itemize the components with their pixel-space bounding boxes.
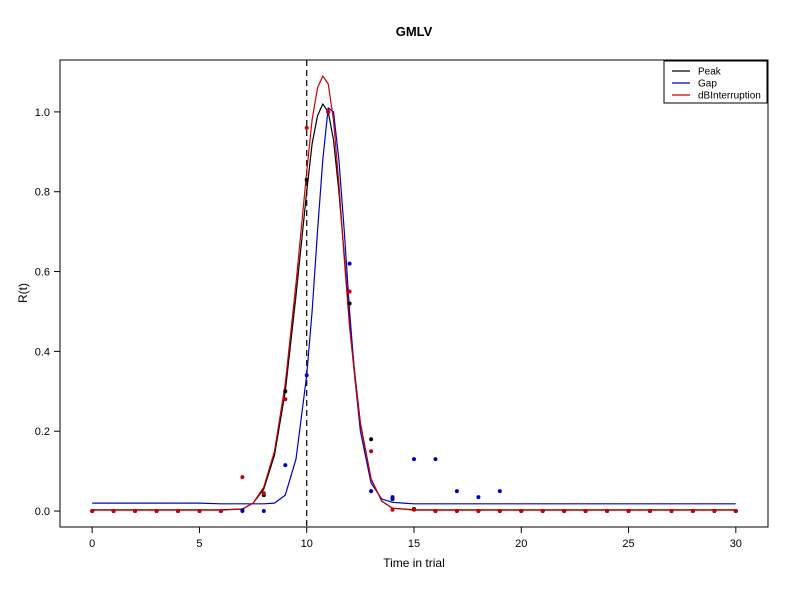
data-point bbox=[283, 397, 288, 402]
data-point bbox=[497, 509, 502, 513]
data-point bbox=[690, 509, 695, 513]
data-point bbox=[261, 509, 266, 513]
data-point bbox=[433, 509, 438, 513]
data-point bbox=[454, 489, 459, 494]
x-tick-label: 5 bbox=[196, 538, 202, 550]
data-point bbox=[347, 289, 352, 294]
data-point bbox=[390, 495, 395, 500]
x-tick-label: 15 bbox=[408, 538, 420, 550]
data-point bbox=[562, 509, 567, 513]
data-point bbox=[261, 491, 266, 496]
y-tick-label: 1.0 bbox=[35, 107, 50, 119]
data-point bbox=[218, 509, 223, 513]
y-axis-label: R(t) bbox=[16, 283, 30, 303]
data-point bbox=[240, 475, 245, 480]
data-point bbox=[347, 261, 352, 266]
y-tick-label: 0.4 bbox=[35, 346, 50, 358]
data-points bbox=[90, 109, 738, 513]
x-tick-label: 0 bbox=[89, 538, 95, 550]
legend-box bbox=[663, 60, 768, 104]
axis-ticks: 0 5 10 15 20 25 30 0.0 0.2 0.4 0.6 0.8 1.0 bbox=[35, 107, 742, 550]
legend-label: dBInterruption bbox=[698, 91, 761, 102]
data-point bbox=[476, 509, 481, 513]
data-point bbox=[283, 463, 288, 468]
x-axis-label: Time in trial bbox=[383, 556, 445, 570]
data-point bbox=[111, 509, 116, 513]
y-tick-label: 0.0 bbox=[35, 506, 50, 518]
data-point bbox=[497, 489, 502, 494]
data-point bbox=[240, 509, 245, 513]
data-point bbox=[605, 509, 610, 513]
data-point bbox=[669, 509, 674, 513]
data-point bbox=[626, 509, 631, 513]
data-point bbox=[304, 125, 309, 130]
data-point bbox=[712, 509, 717, 513]
data-point bbox=[369, 437, 374, 442]
x-tick-label: 20 bbox=[515, 538, 527, 550]
x-tick-label: 30 bbox=[730, 538, 742, 550]
data-point bbox=[390, 507, 395, 512]
data-point bbox=[433, 457, 438, 462]
y-tick-label: 0.2 bbox=[35, 426, 50, 438]
data-point bbox=[369, 489, 374, 494]
x-tick-label: 10 bbox=[301, 538, 313, 550]
legend-label: Peak bbox=[698, 67, 722, 78]
chart-title: GMLV bbox=[396, 24, 433, 39]
data-point bbox=[369, 449, 374, 454]
y-tick-label: 0.8 bbox=[35, 187, 50, 199]
data-point bbox=[304, 373, 309, 378]
data-point bbox=[476, 495, 481, 500]
data-point bbox=[648, 509, 652, 513]
legend-label: Gap bbox=[698, 79, 717, 90]
data-point bbox=[540, 509, 545, 513]
data-point bbox=[154, 509, 159, 513]
data-point bbox=[326, 109, 331, 114]
data-point bbox=[412, 507, 416, 512]
data-point bbox=[454, 509, 459, 513]
data-point bbox=[133, 509, 138, 513]
data-point bbox=[90, 509, 95, 513]
data-point bbox=[347, 301, 352, 306]
x-tick-label: 25 bbox=[622, 538, 634, 550]
data-point bbox=[304, 177, 309, 182]
data-point bbox=[583, 509, 588, 513]
data-point bbox=[283, 389, 288, 394]
data-point bbox=[412, 457, 416, 462]
y-tick-label: 0.6 bbox=[35, 267, 50, 279]
data-point bbox=[176, 509, 180, 513]
data-point bbox=[519, 509, 524, 513]
data-point bbox=[733, 509, 738, 513]
data-point bbox=[197, 509, 202, 513]
